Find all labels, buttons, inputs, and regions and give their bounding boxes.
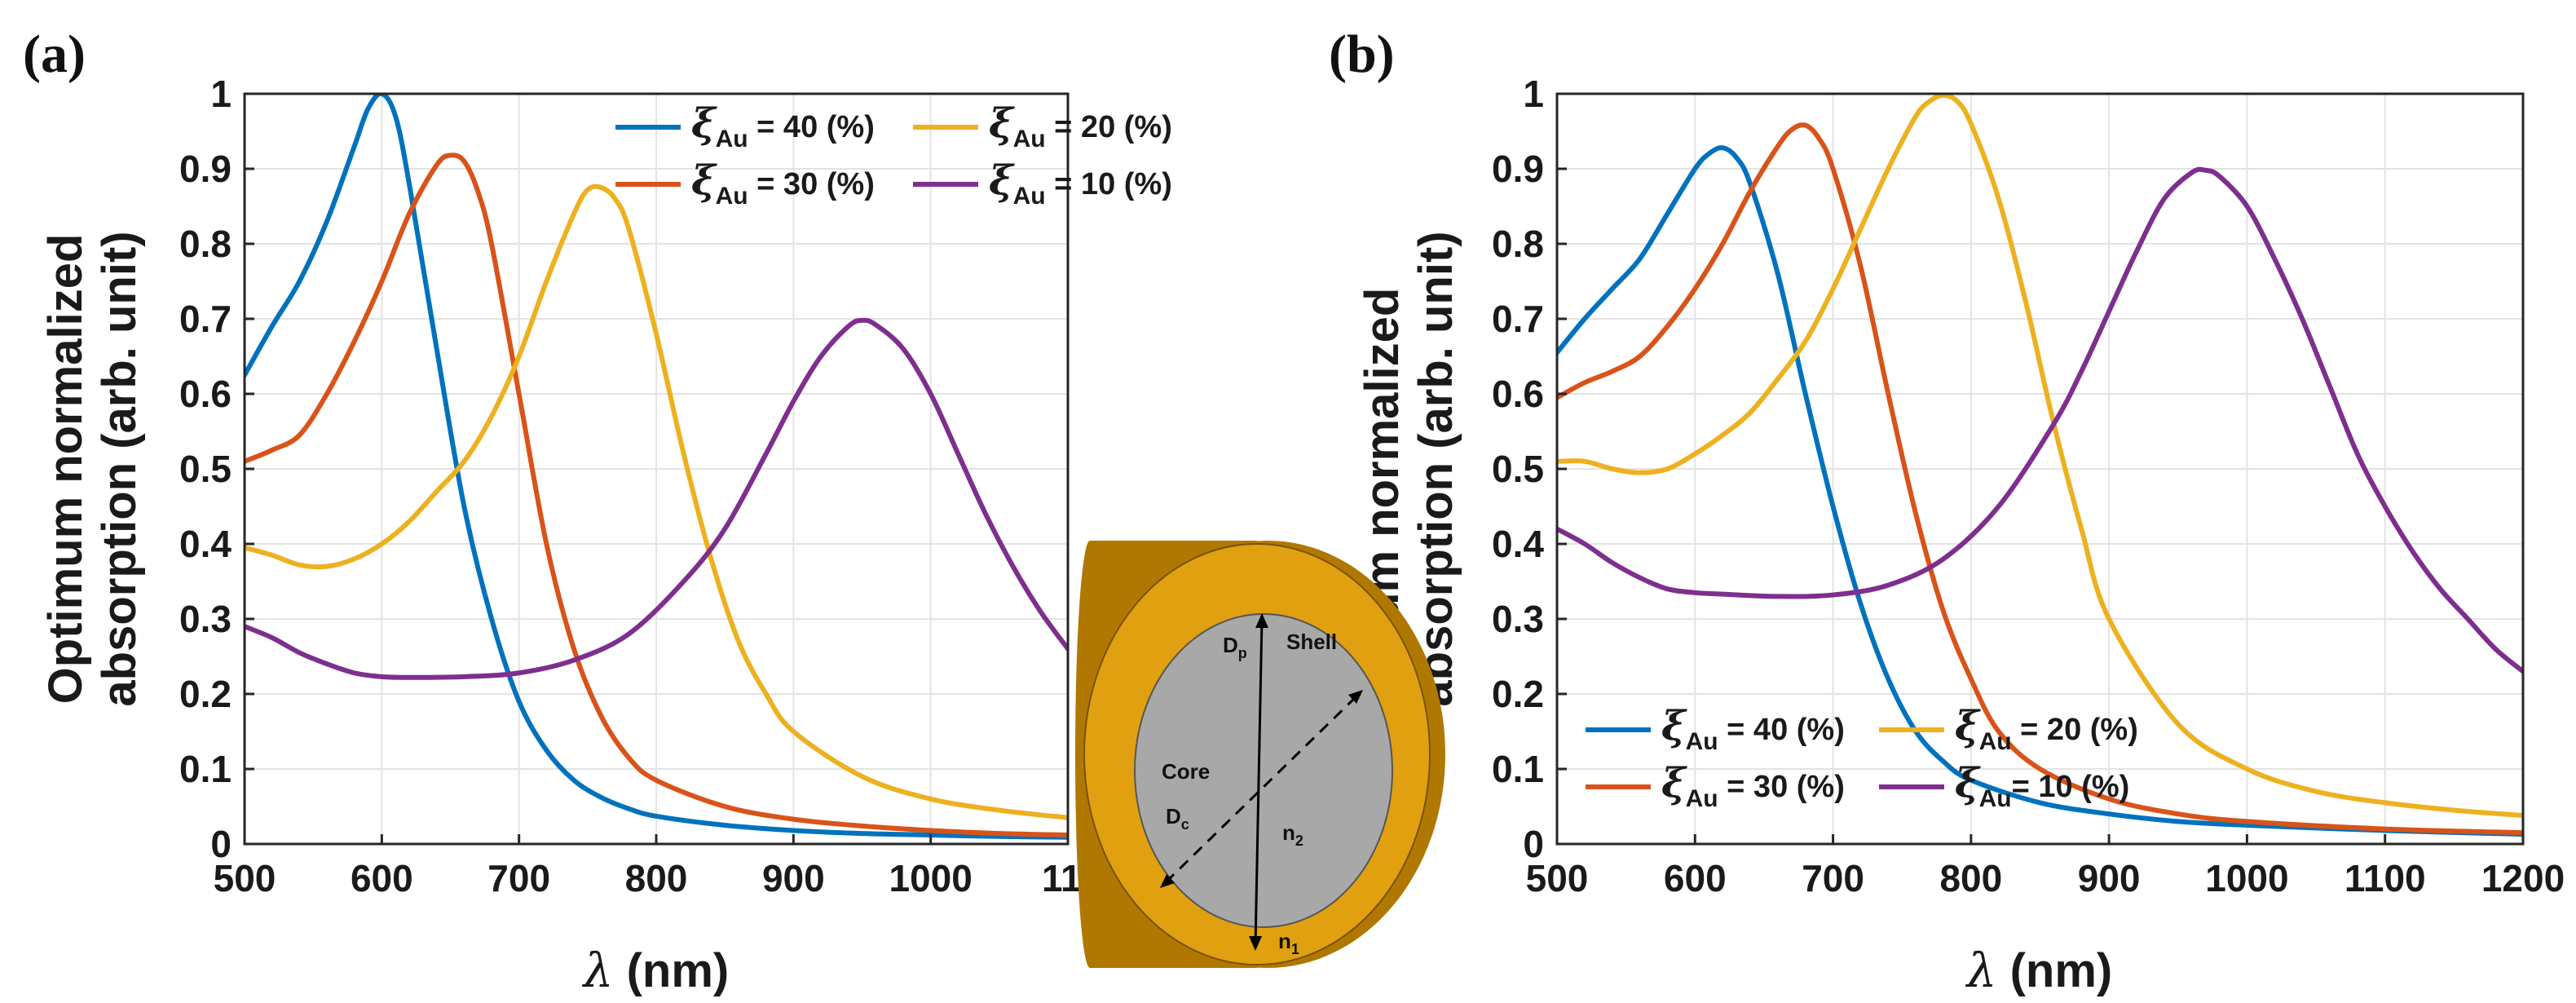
series-line-b-1	[1557, 122, 2523, 836]
panel-b-x-axis-label: λ (nm)	[1965, 943, 2113, 998]
series-group	[1557, 94, 2523, 837]
series-line-b-2	[1557, 94, 2523, 819]
x-tick-label: 700	[1802, 857, 1864, 899]
y-tick-label: 0.3	[179, 598, 232, 640]
legend-b-item-20: ξAu = 20 (%)	[1879, 701, 2138, 755]
panel-a-y-axis-label: Optimum normalized absorption (arb. unit…	[39, 231, 146, 706]
inset-dp-arrow	[1254, 617, 1264, 947]
y-tick-label: 0.7	[1492, 298, 1544, 340]
panel-b-y-ticks: 0 0.1 0.2 0.3 0.4 0.5 0.6 0.7 0.8 0.9 1	[1492, 73, 1567, 865]
panel-a-y-axis-label-line1: Optimum normalized	[39, 234, 92, 705]
y-tick-label: 0.4	[179, 523, 232, 565]
inset-label-dc: Dc	[1166, 804, 1189, 833]
x-tick-label: 600	[351, 857, 413, 899]
panel-a-plot-area	[245, 94, 1068, 840]
x-tick-label: 800	[1939, 857, 2002, 899]
panel-a-y-ticks: 0 0.1 0.2 0.3 0.4 0.5 0.6 0.7 0.8 0.9 1	[179, 73, 254, 865]
panel-b-y-axis-label-line2: absorption (arb. unit)	[1409, 231, 1462, 706]
x-tick-label: 500	[1526, 857, 1589, 899]
y-tick-label: 0.1	[1492, 748, 1544, 790]
panel-a-x-axis-unit: (nm)	[614, 944, 730, 997]
panel-b-grid	[1557, 94, 2523, 844]
legend-b-label-10: ξAu= 10 (%)	[1955, 758, 2129, 812]
panel-a-grid	[245, 94, 1068, 844]
inset-label-dp: Dp	[1223, 633, 1247, 661]
y-tick-label: 1	[210, 73, 232, 115]
inset-dc-arrowhead-bottom	[1160, 874, 1175, 888]
series-line-b-3	[1557, 166, 2523, 674]
inset-dc-arrow	[1164, 694, 1359, 884]
legend-a-item-30: ξAu = 30 (%)	[615, 156, 875, 210]
legend-a-label-10: ξAu = 10 (%)	[989, 156, 1172, 210]
y-tick-label: 0.9	[179, 148, 232, 190]
x-tick-label: 700	[487, 857, 550, 899]
legend-a-item-40: ξAu = 40 (%)	[615, 99, 875, 152]
core-shell-inset: Dp Shell Core Dc n2 n1	[1075, 541, 1445, 968]
y-tick-label: 0.6	[1492, 373, 1544, 415]
inset-label-n1: n1	[1278, 929, 1299, 957]
y-tick-label: 0	[210, 823, 232, 865]
inset-dp-arrowhead-bottom	[1249, 936, 1262, 951]
x-tick-label: 1000	[889, 857, 972, 899]
legend-a-item-10: ξAu = 10 (%)	[913, 156, 1172, 210]
series-line-a-0	[245, 94, 1068, 840]
legend-a-item-20: ξAu = 20 (%)	[913, 99, 1172, 152]
y-tick-label: 0	[1523, 823, 1544, 865]
panel-b-plot-area	[1557, 94, 2523, 837]
panel-a-label: (a)	[23, 24, 86, 84]
inset-label-core: Core	[1162, 759, 1210, 784]
y-tick-label: 0.5	[179, 448, 232, 490]
x-tick-label: 600	[1664, 857, 1727, 899]
inset-dp-arrowhead-top	[1255, 613, 1268, 628]
legend-b-item-10: ξAu= 10 (%)	[1879, 758, 2129, 812]
panel-b-legend: ξAu = 40 (%) ξAu = 20 (%) ξAu = 30 (%) ξ…	[1586, 701, 2138, 812]
x-tick-label: 1200	[2481, 857, 2565, 899]
inset-label-n2: n2	[1282, 820, 1303, 849]
series-line-a-2	[245, 183, 1068, 820]
y-tick-label: 0.4	[1492, 523, 1544, 565]
inset-label-shell: Shell	[1286, 630, 1337, 654]
x-tick-label: 900	[762, 857, 825, 899]
legend-b-label-20: ξAu = 20 (%)	[1955, 701, 2138, 755]
y-tick-label: 0.2	[1492, 673, 1544, 715]
series-line-a-1	[245, 152, 1068, 837]
y-tick-label: 0.1	[179, 748, 232, 790]
x-tick-label: 800	[625, 857, 688, 899]
series-group	[245, 94, 1068, 840]
panel-b-x-ticks: 500 600 700 800 900 1000 1100 1200	[1526, 834, 2565, 899]
y-tick-label: 0.7	[179, 298, 232, 340]
panel-a-x-axis-label: λ (nm)	[582, 943, 730, 998]
y-tick-label: 0.5	[1492, 448, 1544, 490]
y-tick-label: 0.8	[179, 223, 232, 265]
legend-a-label-20: ξAu = 20 (%)	[989, 99, 1172, 152]
legend-b-item-30: ξAu = 30 (%)	[1586, 758, 1845, 812]
panel-a-legend: ξAu = 40 (%) ξAu = 20 (%) ξAu = 30 (%) ξ…	[615, 99, 1172, 210]
x-tick-label: 1000	[2205, 857, 2288, 899]
legend-a-label-30: ξAu = 30 (%)	[691, 156, 875, 210]
panel-b-x-axis-unit: (nm)	[1997, 944, 2113, 997]
panel-b-label: (b)	[1329, 24, 1395, 84]
series-line-b-0	[1557, 145, 2523, 837]
panel-b: 500 600 700 800 900 1000 1100 1200 0 0.1 0.2 0.3 0.…	[1329, 24, 2565, 998]
y-tick-label: 0.6	[179, 373, 232, 415]
panel-a: (a) 500 600 700 800 900 1000 11( 00.10.20.30.4…	[23, 24, 1172, 998]
legend-b-label-40: ξAu = 40 (%)	[1661, 701, 1845, 755]
panel-a-y-axis-label-line2: absorption (arb. unit)	[93, 231, 146, 706]
x-tick-label: 500	[214, 857, 276, 899]
inset-dc-arrowhead-top	[1348, 690, 1363, 704]
panel-a-x-axis-symbol: λ	[582, 943, 614, 998]
panel-b-x-axis-symbol: λ	[1965, 943, 1997, 998]
legend-a-label-40: ξAu = 40 (%)	[691, 99, 875, 152]
legend-b-item-40: ξAu = 40 (%)	[1586, 701, 1845, 755]
x-tick-label: 1100	[2344, 857, 2426, 899]
y-tick-label: 0.9	[1492, 148, 1544, 190]
series-line-a-3	[245, 317, 1068, 680]
legend-b-label-30: ξAu = 30 (%)	[1661, 758, 1845, 812]
y-tick-label: 0.3	[1492, 598, 1544, 640]
y-tick-label: 0.8	[1492, 223, 1544, 265]
y-tick-label: 0.2	[179, 673, 232, 715]
y-tick-label: 1	[1523, 73, 1544, 115]
x-tick-label: 900	[2078, 857, 2141, 899]
